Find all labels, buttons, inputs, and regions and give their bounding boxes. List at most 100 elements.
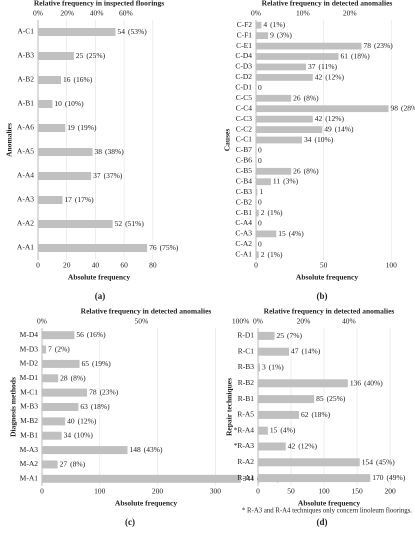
x2-tick-label: 40% bbox=[342, 317, 356, 326]
value-label: 42 (12%) bbox=[288, 441, 318, 450]
bar bbox=[42, 403, 79, 411]
value-number: 170 bbox=[372, 473, 384, 482]
footnote: * R-A3 and R-A4 techniques only concern … bbox=[242, 508, 412, 515]
x-tick-label: 200 bbox=[152, 487, 164, 496]
value-number: 19 bbox=[67, 123, 75, 132]
value-number: 98 bbox=[391, 103, 399, 112]
percent-label: (38%) bbox=[105, 147, 124, 156]
percent-label: (12%) bbox=[78, 416, 97, 425]
percent-label: (75%) bbox=[160, 243, 179, 252]
y-tick-label: C-D4 bbox=[235, 51, 252, 60]
bar bbox=[258, 379, 348, 388]
value-label: 9 (3%) bbox=[270, 30, 292, 39]
value-number: 38 bbox=[95, 147, 103, 156]
bar bbox=[42, 331, 75, 340]
x2-tick-label: 40% bbox=[90, 9, 104, 18]
value-label: 49 (14%) bbox=[324, 124, 354, 133]
value-label: 34 (10%) bbox=[64, 430, 94, 439]
y-tick-label: C-C1 bbox=[236, 135, 253, 144]
bar bbox=[256, 21, 262, 29]
x-tick-label: 20 bbox=[63, 261, 71, 270]
bar bbox=[38, 172, 92, 180]
y-tick-label: C-D2 bbox=[235, 72, 252, 81]
value-label: 34 (10%) bbox=[304, 135, 334, 144]
value-number: 26 bbox=[293, 166, 301, 175]
bar bbox=[38, 244, 148, 252]
y-tick-label: A-A1 bbox=[17, 243, 34, 252]
value-number: 0 bbox=[258, 83, 262, 92]
value-label: 7 (2%) bbox=[48, 344, 70, 353]
value-label: 19 (19%) bbox=[67, 123, 97, 132]
bar bbox=[258, 347, 290, 356]
bar bbox=[256, 63, 307, 71]
bar bbox=[258, 426, 268, 435]
y-tick-label: C-B4 bbox=[236, 176, 253, 185]
y-tick-label: A-A4 bbox=[17, 171, 34, 180]
value-label: 54 (53%) bbox=[118, 27, 148, 36]
value-number: 52 bbox=[115, 219, 123, 228]
percent-label: (37%) bbox=[104, 171, 123, 180]
value-label: 0 bbox=[258, 218, 262, 227]
y-tick-label: A-A3 bbox=[17, 195, 34, 204]
percent-label: (8%) bbox=[304, 93, 319, 102]
y-tick-label: C-A3 bbox=[235, 229, 252, 238]
y-tick-label: R-B3 bbox=[238, 362, 255, 371]
value-number: 2 bbox=[261, 250, 265, 259]
bar bbox=[258, 474, 371, 483]
value-label: 42 (12%) bbox=[315, 72, 345, 81]
value-number: 37 bbox=[93, 171, 101, 180]
x2-tick-label: 0% bbox=[33, 9, 43, 18]
x-tick-label: 60 bbox=[120, 261, 128, 270]
y-tick-label: C-F1 bbox=[237, 30, 253, 39]
value-label: 25 (25%) bbox=[76, 51, 106, 60]
percent-label: (3%) bbox=[283, 176, 298, 185]
panel-label: (c) bbox=[125, 517, 135, 527]
x2-tick-label: 20% bbox=[60, 9, 74, 18]
percent-label: (19%) bbox=[78, 123, 97, 132]
x2-tick-label: 20% bbox=[297, 317, 311, 326]
value-number: 40 bbox=[67, 416, 75, 425]
x2-tick-label: 50% bbox=[134, 317, 148, 326]
x2-tick-label: 0% bbox=[251, 9, 261, 18]
value-number: 37 bbox=[308, 62, 316, 71]
bar bbox=[256, 105, 389, 113]
y-tick-label: C-C3 bbox=[236, 114, 253, 123]
y-tick-label: A-A5 bbox=[17, 147, 34, 156]
y-tick-label: C-B1 bbox=[236, 208, 253, 217]
bar bbox=[38, 220, 113, 228]
value-label: 148 (43%) bbox=[130, 445, 163, 454]
y-tick-label: C-B7 bbox=[236, 145, 253, 154]
value-number: 0 bbox=[258, 218, 262, 227]
bar bbox=[38, 148, 93, 156]
value-label: 25 (7%) bbox=[277, 331, 303, 340]
value-number: 62 bbox=[301, 410, 309, 419]
percent-label: (1%) bbox=[267, 208, 282, 217]
y-tick-label: A-B1 bbox=[17, 99, 34, 108]
value-label: 16 (16%) bbox=[63, 75, 93, 84]
bar bbox=[38, 196, 63, 204]
y-tick-label: C-B2 bbox=[236, 197, 253, 206]
value-label: 1 bbox=[259, 187, 263, 196]
y-axis-label: Anomalies bbox=[5, 123, 14, 157]
value-label: 26 (8%) bbox=[293, 93, 319, 102]
bar bbox=[256, 115, 313, 123]
bar bbox=[258, 363, 260, 372]
value-label: 42 (12%) bbox=[315, 114, 345, 123]
y-tick-label: R-B1 bbox=[238, 394, 255, 403]
y-tick-label: M-A3 bbox=[20, 445, 39, 454]
y-tick-label: C-B3 bbox=[236, 187, 253, 196]
y-tick-label: R-A2 bbox=[237, 457, 254, 466]
value-label: 0 bbox=[258, 145, 262, 154]
bar bbox=[258, 331, 275, 340]
x-tick-label: 50 bbox=[320, 261, 328, 270]
bar bbox=[256, 188, 258, 196]
value-label: 28 (8%) bbox=[60, 373, 86, 382]
percent-label: (18%) bbox=[311, 410, 330, 419]
percent-label: (17%) bbox=[75, 195, 94, 204]
value-label: 2 (1%) bbox=[261, 208, 283, 217]
x-tick-label: 80 bbox=[149, 261, 157, 270]
value-number: 34 bbox=[64, 430, 72, 439]
chart-title: Relative frequency in detected anomalies bbox=[264, 307, 395, 316]
value-number: 2 bbox=[261, 208, 265, 217]
